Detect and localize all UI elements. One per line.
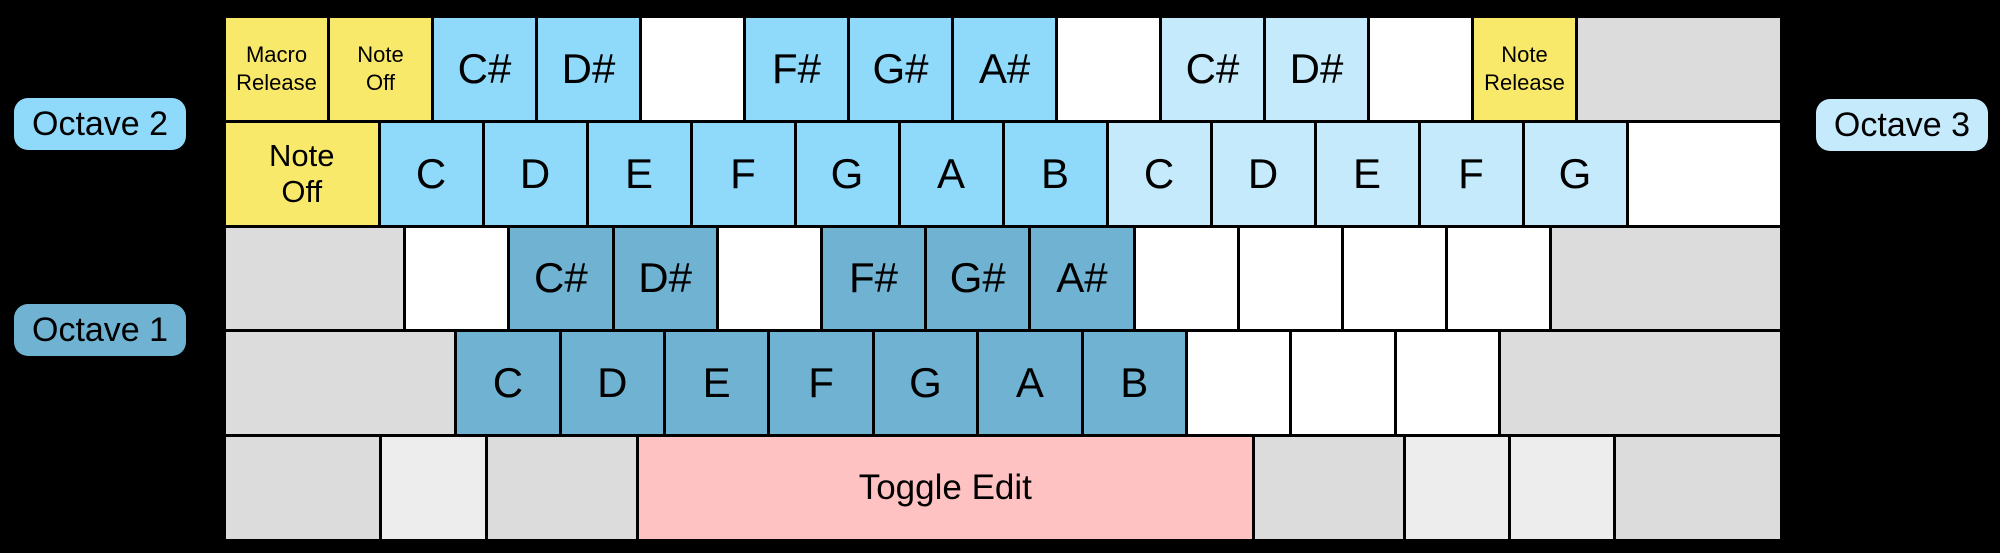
key-graylight: [1511, 437, 1614, 539]
octave-3-label: Octave 3: [1815, 99, 1988, 151]
key-gray: [1578, 18, 1780, 120]
key-c-sharp: C#: [1162, 18, 1263, 120]
key-g-sharp: G#: [927, 227, 1029, 330]
key-g-sharp: G#: [850, 18, 951, 120]
key-blank: [1343, 227, 1446, 330]
key-gray: [226, 437, 380, 539]
key-note-off: Note Off: [330, 18, 431, 120]
key-b: B: [1083, 332, 1185, 435]
key-d: D: [484, 122, 586, 225]
key-d-sharp: D#: [614, 227, 716, 330]
key-gray: [226, 332, 455, 435]
key-g: G: [874, 332, 977, 435]
key-f-sharp: F#: [822, 227, 925, 330]
keyboard-row: Note Off C D E F G A B C D E F G: [226, 122, 1780, 225]
key-d-sharp: D#: [538, 18, 639, 120]
key-a-sharp: A#: [954, 18, 1055, 120]
key-blank: [642, 18, 743, 120]
key-gray: [1616, 437, 1780, 539]
key-toggle-edit: Toggle Edit: [638, 437, 1252, 539]
key-gray: [487, 437, 636, 539]
key-b: B: [1004, 122, 1106, 225]
key-note-release: Note Release: [1474, 18, 1575, 120]
key-e: E: [1316, 122, 1418, 225]
key-blank: [1448, 227, 1550, 330]
key-blank: [718, 227, 820, 330]
key-blank: [1370, 18, 1471, 120]
key-note-off: Note Off: [226, 122, 378, 225]
key-c-sharp: C#: [434, 18, 535, 120]
key-a: A: [900, 122, 1002, 225]
key-f: F: [770, 332, 872, 435]
key-blank: [1135, 227, 1237, 330]
key-f: F: [692, 122, 794, 225]
key-blank: [1292, 332, 1394, 435]
key-blank: [1628, 122, 1780, 225]
key-a: A: [979, 332, 1081, 435]
keyboard: Macro Release Note Off C# D# F# G# A# C# D# Note …: [226, 18, 1781, 539]
key-f: F: [1420, 122, 1522, 225]
key-c: C: [457, 332, 559, 435]
key-macro-release: Macro Release: [226, 18, 327, 120]
key-g: G: [796, 122, 898, 225]
key-gray: [1254, 437, 1404, 539]
key-c-sharp: C#: [510, 227, 612, 330]
key-gray: [1501, 332, 1781, 435]
key-blank: [1396, 332, 1499, 435]
key-e: E: [665, 332, 768, 435]
key-gray: [1552, 227, 1781, 330]
key-a-sharp: A#: [1031, 227, 1133, 330]
key-e: E: [588, 122, 690, 225]
octave-2-label: Octave 2: [14, 98, 187, 150]
key-blank: [406, 227, 508, 330]
key-blank: [1058, 18, 1159, 120]
keyboard-row: C# D# F# G# A#: [226, 227, 1781, 330]
key-blank: [1188, 332, 1290, 435]
key-gray: [226, 227, 404, 330]
key-c: C: [1108, 122, 1210, 225]
key-f-sharp: F#: [746, 18, 847, 120]
keyboard-row: Toggle Edit: [226, 437, 1780, 539]
key-c: C: [380, 122, 482, 225]
key-graylight: [382, 437, 485, 539]
key-d: D: [1212, 122, 1314, 225]
key-blank: [1239, 227, 1341, 330]
key-d-sharp: D#: [1266, 18, 1367, 120]
octave-1-label: Octave 1: [14, 304, 187, 356]
key-graylight: [1406, 437, 1509, 539]
key-g: G: [1524, 122, 1626, 225]
keyboard-row: Macro Release Note Off C# D# F# G# A# C# D# Note …: [226, 18, 1780, 120]
key-d: D: [561, 332, 663, 435]
